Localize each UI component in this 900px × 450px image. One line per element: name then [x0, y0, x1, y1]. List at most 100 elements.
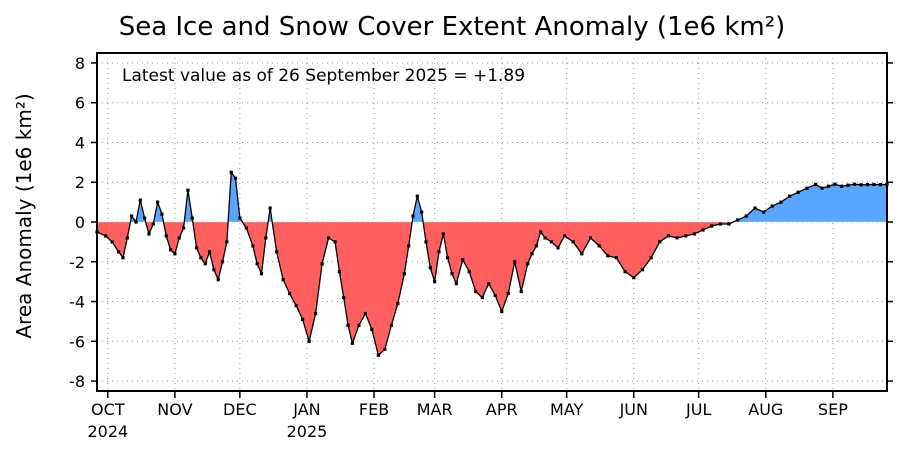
- y-tick-label: -4: [69, 293, 85, 312]
- data-point: [684, 234, 688, 238]
- data-point: [244, 226, 248, 230]
- data-point: [160, 212, 164, 216]
- data-point: [865, 183, 870, 187]
- data-point: [788, 194, 792, 198]
- x-tick-label: SEP: [818, 400, 848, 419]
- data-points: [95, 170, 889, 357]
- data-point: [796, 190, 800, 194]
- data-point: [779, 200, 783, 204]
- negative-anomaly-area: [97, 222, 887, 356]
- y-tick-label: 6: [75, 94, 85, 113]
- data-point: [588, 236, 593, 240]
- data-point: [846, 183, 850, 187]
- data-point: [666, 234, 670, 238]
- data-point: [534, 244, 538, 248]
- data-point: [186, 188, 190, 192]
- x-tick-year-label: 2024: [87, 422, 128, 441]
- data-point: [275, 250, 279, 254]
- data-point: [562, 234, 567, 238]
- x-tick-label: NOV: [157, 400, 192, 419]
- x-tick-label: FEB: [359, 400, 389, 419]
- data-point: [337, 270, 342, 274]
- data-point: [143, 216, 147, 220]
- data-point: [181, 226, 186, 230]
- data-point: [110, 240, 114, 244]
- data-point: [314, 311, 318, 316]
- y-tick-label: -6: [69, 332, 85, 351]
- data-point: [826, 184, 831, 188]
- data-point: [130, 214, 134, 218]
- data-point: [212, 268, 216, 272]
- data-point: [156, 200, 160, 204]
- data-point: [580, 252, 584, 256]
- data-point: [294, 303, 298, 308]
- data-point: [363, 311, 367, 316]
- data-point: [727, 222, 731, 226]
- data-point: [199, 256, 203, 260]
- data-point: [428, 266, 432, 270]
- data-point: [813, 182, 818, 187]
- data-point: [441, 232, 445, 236]
- x-tick-label: JUL: [685, 400, 711, 419]
- x-tick-label: AUG: [748, 400, 783, 419]
- data-point: [658, 240, 662, 244]
- y-axis-label: Area Anomaly (1e6 km²): [12, 93, 36, 338]
- data-point: [597, 244, 601, 248]
- x-tick-year-label: 2025: [287, 422, 328, 441]
- anomaly-areas: [97, 172, 887, 356]
- data-point: [164, 234, 168, 238]
- data-point: [640, 268, 645, 272]
- y-tick-label: 2: [75, 173, 85, 192]
- x-tick-label: OCT: [91, 400, 125, 419]
- data-point: [474, 289, 478, 294]
- data-point: [744, 214, 748, 218]
- data-point: [125, 236, 129, 240]
- latest-value-annotation: Latest value as of 26 September 2025 = +…: [122, 66, 525, 86]
- data-point: [549, 240, 554, 244]
- data-point: [493, 293, 497, 298]
- x-tick-label: APR: [486, 400, 518, 419]
- data-point: [433, 280, 437, 284]
- data-point: [530, 252, 534, 256]
- data-point: [117, 250, 121, 254]
- y-tick-label: -8: [69, 372, 85, 391]
- data-point: [753, 206, 757, 210]
- data-point: [487, 282, 491, 286]
- data-point: [333, 240, 337, 244]
- data-point: [134, 220, 138, 224]
- data-point: [307, 339, 311, 343]
- data-point: [859, 183, 863, 187]
- data-point: [396, 301, 400, 306]
- x-axis: OCT 2024 NOV DEC JAN 2025 FEB MAR APR MAY JUN JUL AU…: [87, 391, 848, 441]
- data-point: [878, 183, 883, 187]
- data-point: [632, 276, 636, 280]
- positive-anomaly-area: [97, 172, 887, 222]
- data-point: [710, 224, 714, 228]
- data-point: [177, 236, 181, 240]
- data-point: [454, 282, 458, 286]
- data-point: [480, 295, 484, 300]
- data-point: [346, 323, 350, 327]
- x-tick-label: MAY: [550, 400, 584, 419]
- data-point: [255, 262, 259, 266]
- data-point: [259, 272, 264, 276]
- data-point: [220, 260, 225, 264]
- data-point: [701, 228, 705, 232]
- y-tick-label: -2: [69, 253, 85, 272]
- data-point: [513, 260, 517, 264]
- y-tick-label: 0: [75, 213, 85, 232]
- series-line: [96, 170, 888, 357]
- data-point: [571, 240, 575, 244]
- data-point: [190, 216, 194, 220]
- data-point: [151, 222, 155, 226]
- data-point: [233, 176, 238, 180]
- data-point: [173, 252, 177, 256]
- data-point: [342, 295, 346, 300]
- data-point: [623, 270, 627, 274]
- data-point: [207, 250, 212, 254]
- y-tick-label: 8: [75, 54, 85, 73]
- data-point: [104, 234, 108, 238]
- data-point: [268, 206, 272, 210]
- data-point: [376, 353, 380, 357]
